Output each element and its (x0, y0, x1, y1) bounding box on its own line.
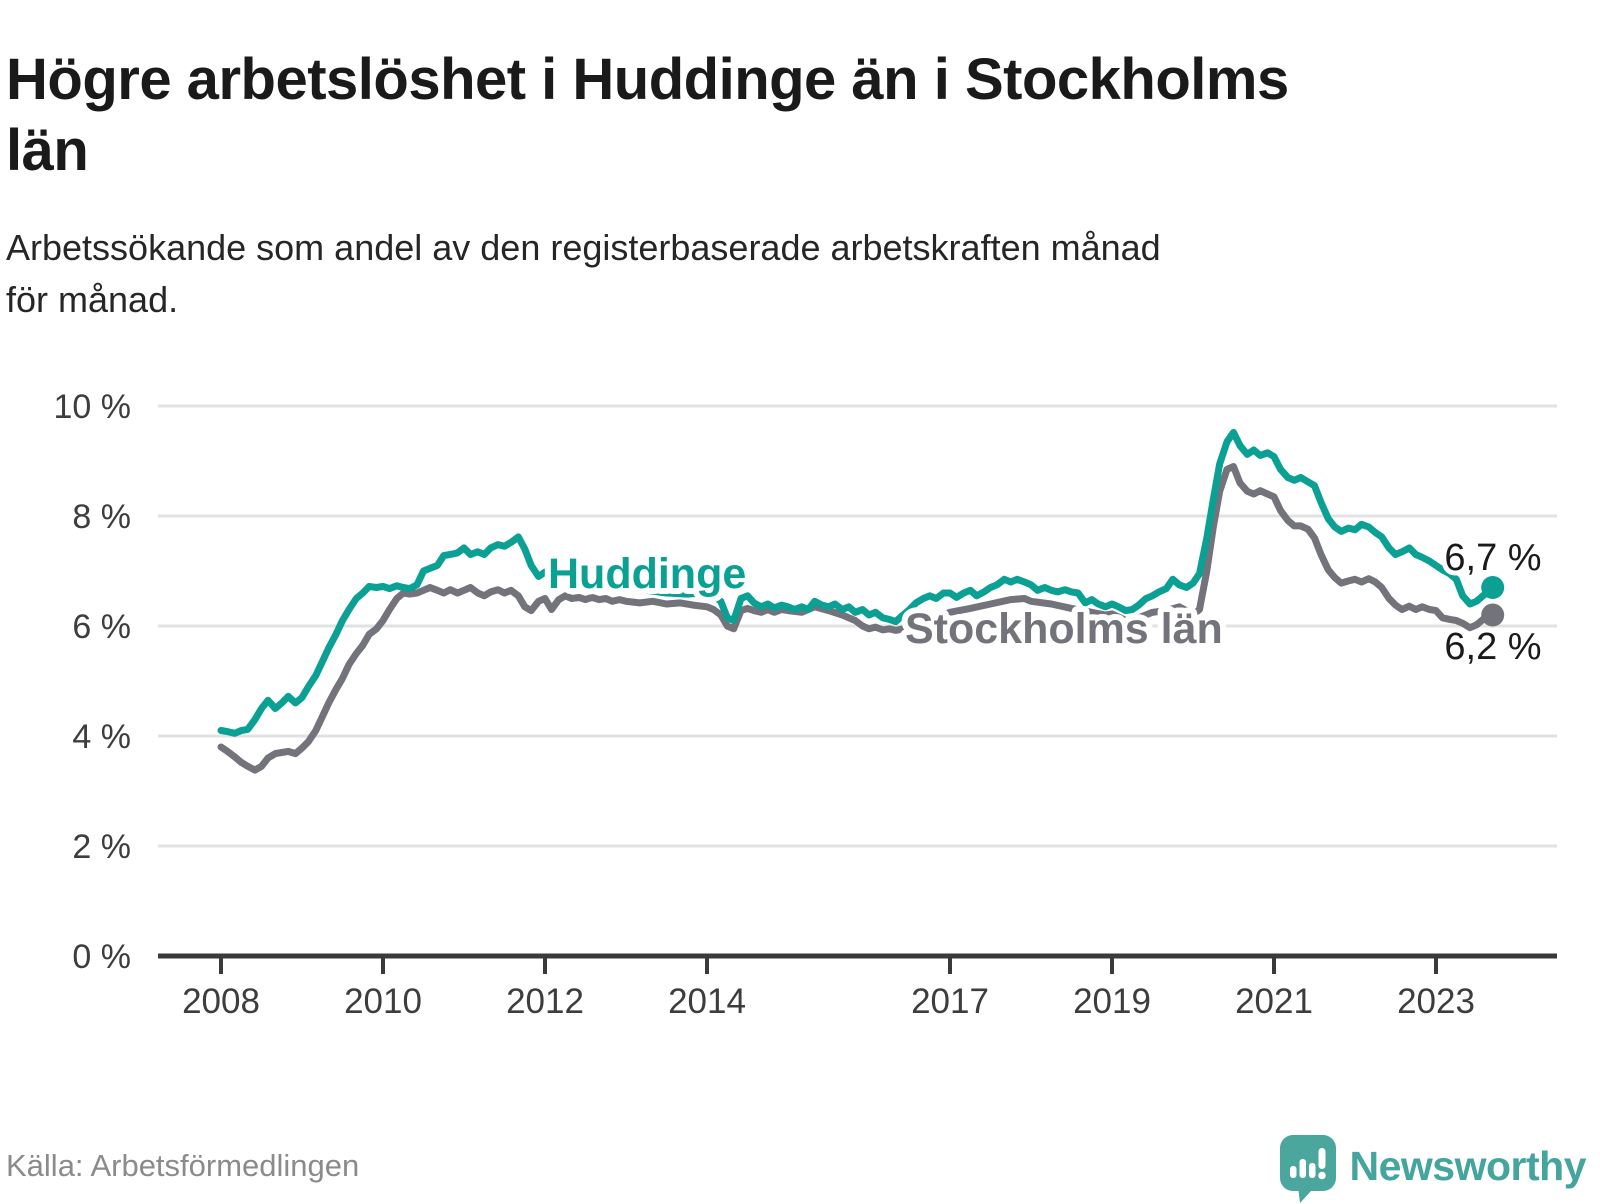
title-line-1: Högre arbetslöshet i Huddinge än i Stock… (6, 46, 1289, 112)
series-inline-labels: Stockholms län Huddinge (542, 544, 1229, 659)
subtitle-line-2: för månad. (6, 279, 179, 321)
x-tick-label: 2021 (1235, 982, 1313, 1021)
x-tick-label: 2010 (344, 982, 422, 1021)
series-end-labels: 6,2 % 6,7 % (1439, 532, 1546, 673)
x-axis: 2008 2010 2012 2014 2017 2019 2021 2023 (182, 957, 1475, 1021)
end-value-label-stockholm: 6,2 % (1444, 626, 1541, 668)
x-tick-label: 2008 (182, 982, 260, 1021)
newsworthy-icon (1279, 1135, 1336, 1203)
series-line-huddinge (217, 428, 1497, 737)
y-tick-label: 2 % (72, 828, 131, 866)
page-title: Högre arbetslöshet i Huddinge än i Stock… (6, 45, 1586, 187)
x-tick-label: 2012 (506, 982, 584, 1021)
gridlines (158, 404, 1557, 959)
series-lines (217, 428, 1497, 774)
end-dot-stockholm (1481, 603, 1505, 627)
x-tick-label: 2019 (1073, 982, 1151, 1021)
series-end-dots (1481, 576, 1505, 627)
bar-chart-glyph (1289, 1148, 1326, 1180)
series-line-stockholm (217, 463, 1497, 774)
y-axis-labels: 0 % 2 % 4 % 6 % 8 % 10 % (54, 388, 132, 976)
end-dot-huddinge (1481, 576, 1505, 599)
brand-logo: Newsworthy (1279, 1134, 1587, 1204)
x-tick-label: 2023 (1397, 982, 1475, 1021)
end-value-label-huddinge: 6,7 % (1444, 537, 1541, 579)
y-tick-label: 0 % (72, 938, 131, 976)
y-tick-label: 6 % (72, 608, 131, 646)
x-tick-label: 2014 (668, 982, 746, 1021)
series-label-stockholm: Stockholms län (905, 605, 1223, 653)
y-tick-label: 8 % (72, 498, 131, 536)
y-tick-label: 4 % (72, 718, 131, 756)
brand-name: Newsworthy (1349, 1142, 1587, 1189)
x-tick-label: 2017 (911, 982, 989, 1021)
subtitle-line-1: Arbetssökande som andel av den registerb… (6, 227, 1161, 268)
series-label-huddinge: Huddinge (548, 550, 746, 598)
y-tick-label: 10 % (54, 388, 132, 426)
title-line-2: län (6, 117, 89, 183)
source-note: Källa: Arbetsförmedlingen (6, 1148, 360, 1183)
chart-subtitle: Arbetssökande som andel av den registerb… (6, 222, 1586, 326)
